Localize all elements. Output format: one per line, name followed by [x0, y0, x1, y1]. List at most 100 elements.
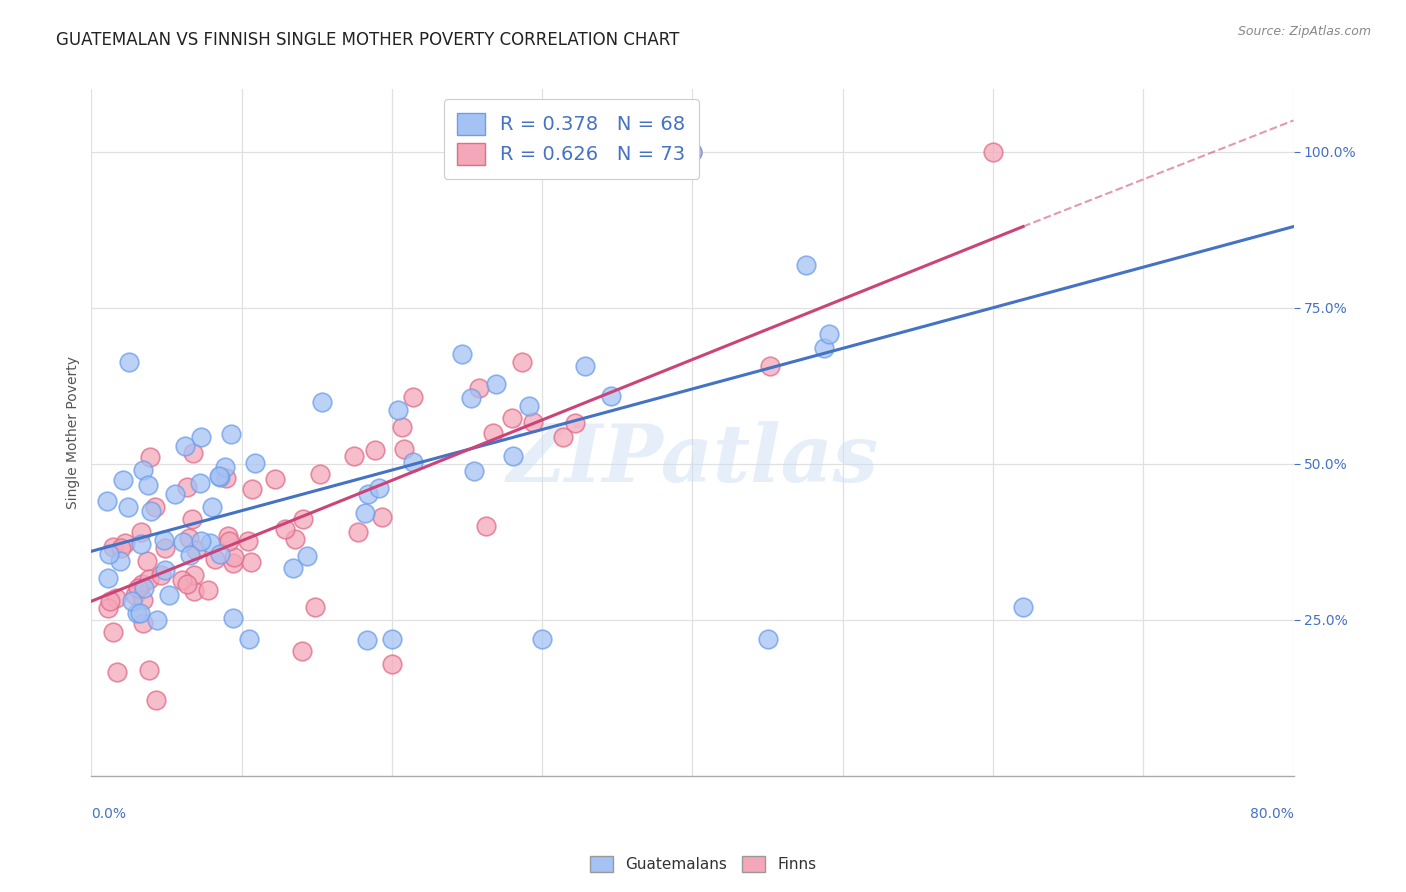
Point [132, 462, 155, 476]
Point [621, 145, 644, 159]
Text: 80.0%: 80.0% [1250, 807, 1294, 821]
Point [531, 632, 554, 646]
Point [238, 632, 260, 647]
Point [129, 537, 152, 551]
Point [510, 355, 533, 369]
Point [304, 599, 326, 614]
Point [197, 583, 219, 598]
Point [531, 145, 554, 159]
Point [463, 464, 485, 478]
Point [402, 390, 425, 404]
Point [295, 549, 318, 563]
Legend: R = 0.378   N = 68, R = 0.626   N = 73: R = 0.378 N = 68, R = 0.626 N = 73 [444, 99, 699, 178]
Point [813, 341, 835, 355]
Point [190, 429, 212, 443]
Point [184, 542, 207, 557]
Point [311, 394, 333, 409]
Point [173, 439, 195, 453]
Point [153, 541, 176, 555]
Point [356, 633, 378, 648]
Point [172, 535, 194, 549]
Point [794, 259, 817, 273]
Point [132, 593, 155, 607]
Point [209, 469, 232, 483]
Point [501, 410, 523, 425]
Point [201, 500, 224, 515]
Point [110, 541, 132, 556]
Point [204, 551, 226, 566]
Point [97, 601, 120, 615]
Point [501, 145, 523, 159]
Y-axis label: Single Mother Poverty: Single Mother Poverty [66, 356, 80, 509]
Point [181, 446, 204, 460]
Point [756, 632, 779, 646]
Point [681, 145, 703, 159]
Point [176, 480, 198, 494]
Point [600, 389, 623, 403]
Point [117, 500, 139, 514]
Point [263, 472, 285, 486]
Point [96, 494, 118, 508]
Point [218, 534, 240, 549]
Point [127, 581, 149, 595]
Point [131, 577, 153, 591]
Point [146, 613, 169, 627]
Point [209, 548, 232, 562]
Point [456, 145, 478, 159]
Point [501, 145, 523, 159]
Point [139, 504, 162, 518]
Point [145, 693, 167, 707]
Point [283, 532, 305, 546]
Point [240, 483, 263, 497]
Point [176, 577, 198, 591]
Point [105, 665, 128, 680]
Point [153, 533, 176, 547]
Point [391, 420, 413, 434]
Point [240, 555, 263, 569]
Point [450, 347, 472, 361]
Point [381, 632, 404, 646]
Point [214, 459, 236, 474]
Point [132, 616, 155, 631]
Point [222, 556, 245, 570]
Point [381, 657, 404, 671]
Point [108, 554, 131, 568]
Point [551, 430, 574, 444]
Point [124, 588, 146, 602]
Point [651, 145, 673, 159]
Point [367, 481, 389, 495]
Point [343, 450, 366, 464]
Point [207, 469, 229, 483]
Point [517, 399, 540, 413]
Text: ZIPatlas: ZIPatlas [506, 421, 879, 499]
Point [485, 376, 508, 391]
Point [98, 594, 121, 608]
Point [236, 533, 259, 548]
Legend: Guatemalans, Finns: Guatemalans, Finns [582, 848, 824, 880]
Point [215, 471, 238, 485]
Point [274, 523, 297, 537]
Text: GUATEMALAN VS FINNISH SINGLE MOTHER POVERTY CORRELATION CHART: GUATEMALAN VS FINNISH SINGLE MOTHER POVE… [56, 31, 679, 49]
Text: 0.0%: 0.0% [91, 807, 127, 821]
Point [651, 145, 673, 159]
Point [818, 326, 841, 341]
Point [101, 625, 124, 640]
Point [364, 443, 387, 458]
Point [145, 500, 167, 514]
Point [114, 536, 136, 550]
Point [591, 145, 613, 159]
Point [243, 456, 266, 470]
Point [309, 467, 332, 481]
Point [561, 145, 583, 159]
Point [357, 487, 380, 501]
Point [387, 402, 409, 417]
Point [392, 442, 415, 457]
Point [157, 588, 180, 602]
Point [346, 524, 368, 539]
Point [104, 591, 127, 605]
Point [103, 541, 125, 555]
Point [170, 573, 193, 587]
Point [460, 391, 482, 405]
Point [150, 567, 173, 582]
Point [402, 455, 425, 469]
